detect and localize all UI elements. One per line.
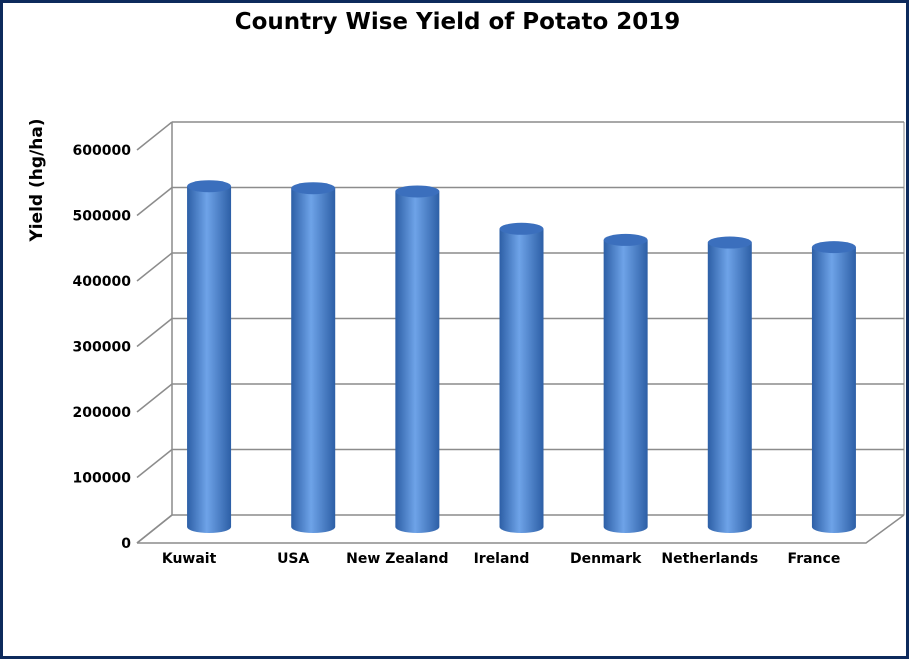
floor-edge — [137, 514, 905, 544]
gridline-side — [136, 514, 173, 544]
bar-top — [499, 222, 544, 235]
bar-top — [395, 185, 440, 198]
bar-top — [187, 180, 232, 193]
bar-body — [707, 242, 752, 533]
gridline-side — [136, 121, 173, 151]
x-tick-label: Denmark — [570, 551, 642, 567]
bar-body — [291, 188, 336, 533]
x-axis-ticks: Kuwait USA New Zealand Ireland Denmark Nether… — [162, 551, 840, 567]
bar-top — [603, 233, 648, 246]
x-tick-label: France — [788, 551, 841, 567]
y-tick-label: 0 — [121, 536, 131, 552]
y-tick-label: 100000 — [73, 471, 132, 487]
chart-title: Country Wise Yield of Potato 2019 — [234, 9, 681, 35]
bar-body — [499, 228, 544, 534]
bar — [291, 182, 336, 533]
y-tick-label: 400000 — [73, 274, 132, 290]
y-tick-label: 500000 — [73, 209, 132, 225]
bar — [811, 241, 856, 533]
bar-body — [395, 191, 440, 533]
x-tick-label: USA — [277, 551, 309, 567]
gridline-side — [136, 252, 173, 282]
bar — [603, 233, 648, 533]
x-tick-label: Netherlands — [661, 551, 758, 567]
gridline-side — [136, 448, 173, 479]
x-tick-label: Ireland — [474, 551, 530, 567]
gridline-side — [136, 383, 173, 413]
bar-top — [707, 236, 752, 249]
gridline-side — [136, 317, 173, 348]
bar — [707, 236, 752, 533]
bar-top — [811, 241, 856, 254]
y-tick-label: 300000 — [73, 340, 132, 356]
y-tick-label: 200000 — [73, 405, 132, 421]
bar — [499, 222, 544, 534]
bar-top — [291, 182, 336, 195]
bar-body — [811, 247, 856, 533]
y-tick-label: 600000 — [73, 143, 132, 159]
bar-body — [603, 239, 648, 533]
x-tick-label: Kuwait — [162, 551, 217, 567]
bar — [187, 180, 232, 533]
gridline-side — [136, 186, 173, 217]
x-tick-label: New Zealand — [346, 551, 448, 567]
y-axis-ticks: 0 100000 200000 300000 400000 500000 600000 — [73, 143, 132, 552]
bar — [395, 185, 440, 533]
bars — [187, 180, 856, 534]
bar-body — [187, 186, 232, 533]
y-axis-label: Yield (hg/ha) — [27, 118, 47, 242]
